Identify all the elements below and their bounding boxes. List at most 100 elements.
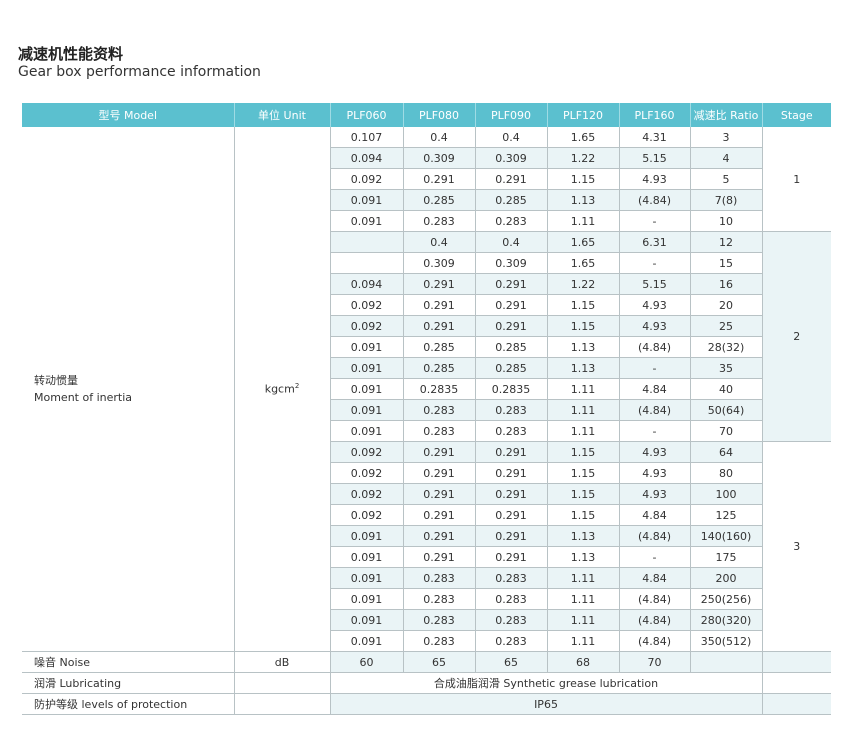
inertia-value-cell: 0.091 [329, 399, 404, 421]
inertia-value-cell: - [618, 420, 691, 442]
inertia-label: 转动惯量 Moment of inertia [22, 127, 235, 652]
ratio-cell: 7(8) [689, 189, 763, 211]
inertia-value-cell: 1.11 [546, 609, 620, 631]
inertia-value-cell: 1.11 [546, 399, 620, 421]
inertia-label-cn: 转动惯量 [34, 374, 78, 387]
lubricating-label: 润滑 Lubricating [22, 672, 235, 694]
inertia-value-cell: 1.11 [546, 378, 620, 400]
inertia-value-cell: - [618, 210, 691, 232]
header-model: 型号 Model [22, 103, 235, 127]
inertia-row: 0.094 0.291 0.291 1.22 5.15 16 [22, 273, 831, 295]
inertia-value-cell: 1.15 [546, 294, 620, 316]
inertia-value-cell: 0.283 [402, 630, 476, 652]
ratio-cell: 20 [689, 294, 763, 316]
inertia-value-cell: 4.93 [618, 168, 691, 190]
inertia-row: 0.092 0.291 0.291 1.15 4.93 100 [22, 483, 831, 505]
inertia-value-cell: 0.285 [474, 357, 548, 379]
header-ratio: 减速比 Ratio [690, 103, 763, 127]
inertia-value-cell: 0.283 [402, 609, 476, 631]
page-title-cn: 减速机性能资料 [18, 45, 124, 63]
inertia-value-cell: 0.285 [474, 336, 548, 358]
ratio-cell: 35 [689, 357, 763, 379]
inertia-value-cell: 0.291 [402, 546, 476, 568]
inertia-value-cell: 0.283 [402, 420, 476, 442]
protection-stage-cell [761, 693, 831, 715]
inertia-value-cell: 0.291 [474, 273, 548, 295]
inertia-value-cell: 1.13 [546, 357, 620, 379]
inertia-value-cell: (4.84) [618, 525, 691, 547]
inertia-value-cell: 0.091 [329, 378, 404, 400]
inertia-value-cell: 0.283 [474, 630, 548, 652]
inertia-row: 0.091 0.283 0.283 1.11 (4.84) 50(64) [22, 399, 831, 421]
inertia-value-cell: 0.291 [474, 546, 548, 568]
noise-value: 65 [402, 651, 476, 673]
inertia-value-cell: 1.65 [546, 252, 620, 274]
inertia-value-cell: 0.291 [402, 462, 476, 484]
inertia-value-cell: 0.091 [329, 588, 404, 610]
header-unit: 单位 Unit [234, 103, 331, 127]
inertia-value-cell: 0.091 [329, 210, 404, 232]
inertia-value-cell: - [618, 252, 691, 274]
page-title-en: Gear box performance information [18, 64, 261, 80]
inertia-value-cell: (4.84) [618, 336, 691, 358]
inertia-row: 0.092 0.291 0.291 1.15 4.93 5 [22, 168, 831, 190]
header-plf090: PLF090 [475, 103, 548, 127]
inertia-value-cell: 0.309 [474, 147, 548, 169]
inertia-row: 0.092 0.291 0.291 1.15 4.93 25 [22, 315, 831, 337]
ratio-cell: 40 [689, 378, 763, 400]
inertia-value-cell [329, 252, 404, 274]
inertia-value-cell: 0.291 [474, 462, 548, 484]
inertia-value-cell: - [618, 546, 691, 568]
inertia-value-cell: 0.094 [329, 147, 404, 169]
inertia-value-cell: 0.291 [402, 525, 476, 547]
ratio-cell: 70 [689, 420, 763, 442]
header-plf120: PLF120 [547, 103, 620, 127]
inertia-value-cell: 1.11 [546, 210, 620, 232]
inertia-row: 0.4 0.4 1.65 6.31 12 2 [22, 231, 831, 442]
unit-text: kgcm [264, 382, 295, 396]
inertia-row: 0.091 0.285 0.285 1.13 (4.84) 7(8) [22, 189, 831, 211]
lubricating-row: 润滑 Lubricating 合成油脂润滑 Synthetic grease l… [22, 672, 831, 694]
ratio-cell: 3 [689, 127, 763, 148]
inertia-value-cell: 0.091 [329, 357, 404, 379]
inertia-value-cell: 1.13 [546, 525, 620, 547]
inertia-value-cell: 6.31 [618, 231, 691, 253]
lubricating-unit [233, 672, 331, 694]
inertia-value-cell: 0.285 [402, 336, 476, 358]
inertia-value-cell: 0.291 [402, 483, 476, 505]
inertia-row: 0.092 0.291 0.291 1.15 4.84 125 [22, 504, 831, 526]
inertia-value-cell: 1.11 [546, 567, 620, 589]
inertia-value-cell: 4.84 [618, 504, 691, 526]
inertia-value-cell: 0.092 [329, 504, 404, 526]
inertia-value-cell: (4.84) [618, 630, 691, 652]
header-row: 型号 Model 单位 Unit PLF060 PLF080 PLF090 PL… [22, 103, 831, 127]
inertia-value-cell: 1.13 [546, 189, 620, 211]
noise-stage-cell [761, 651, 831, 673]
inertia-value-cell: 0.283 [474, 588, 548, 610]
inertia-unit: kgcm2 [233, 127, 331, 652]
inertia-value-cell: 0.4 [474, 127, 548, 148]
inertia-value-cell: 0.291 [474, 441, 548, 463]
inertia-value-cell: 0.091 [329, 630, 404, 652]
ratio-cell: 4 [689, 147, 763, 169]
inertia-value-cell: 0.291 [402, 441, 476, 463]
inertia-value-cell: 0.291 [402, 273, 476, 295]
ratio-cell: 350(512) [689, 630, 763, 652]
inertia-row: 0.092 0.291 0.291 1.15 4.93 64 3 [22, 441, 831, 652]
inertia-value-cell: 0.092 [329, 462, 404, 484]
inertia-value-cell: 0.291 [474, 294, 548, 316]
ratio-cell: 15 [689, 252, 763, 274]
inertia-value-cell: 0.283 [474, 399, 548, 421]
ratio-cell: 16 [689, 273, 763, 295]
inertia-value-cell: 0.283 [402, 588, 476, 610]
inertia-value-cell: 1.15 [546, 315, 620, 337]
inertia-value-cell: 0.291 [474, 483, 548, 505]
inertia-value-cell: 1.65 [546, 127, 620, 148]
inertia-value-cell: 0.283 [402, 399, 476, 421]
inertia-row: 0.091 0.283 0.283 1.11-70 [22, 420, 831, 442]
inertia-value-cell: 0.091 [329, 609, 404, 631]
protection-row: 防护等级 levels of protection IP65 [22, 693, 831, 715]
inertia-value-cell: 4.93 [618, 294, 691, 316]
ratio-cell: 175 [689, 546, 763, 568]
inertia-value-cell: 0.291 [474, 504, 548, 526]
